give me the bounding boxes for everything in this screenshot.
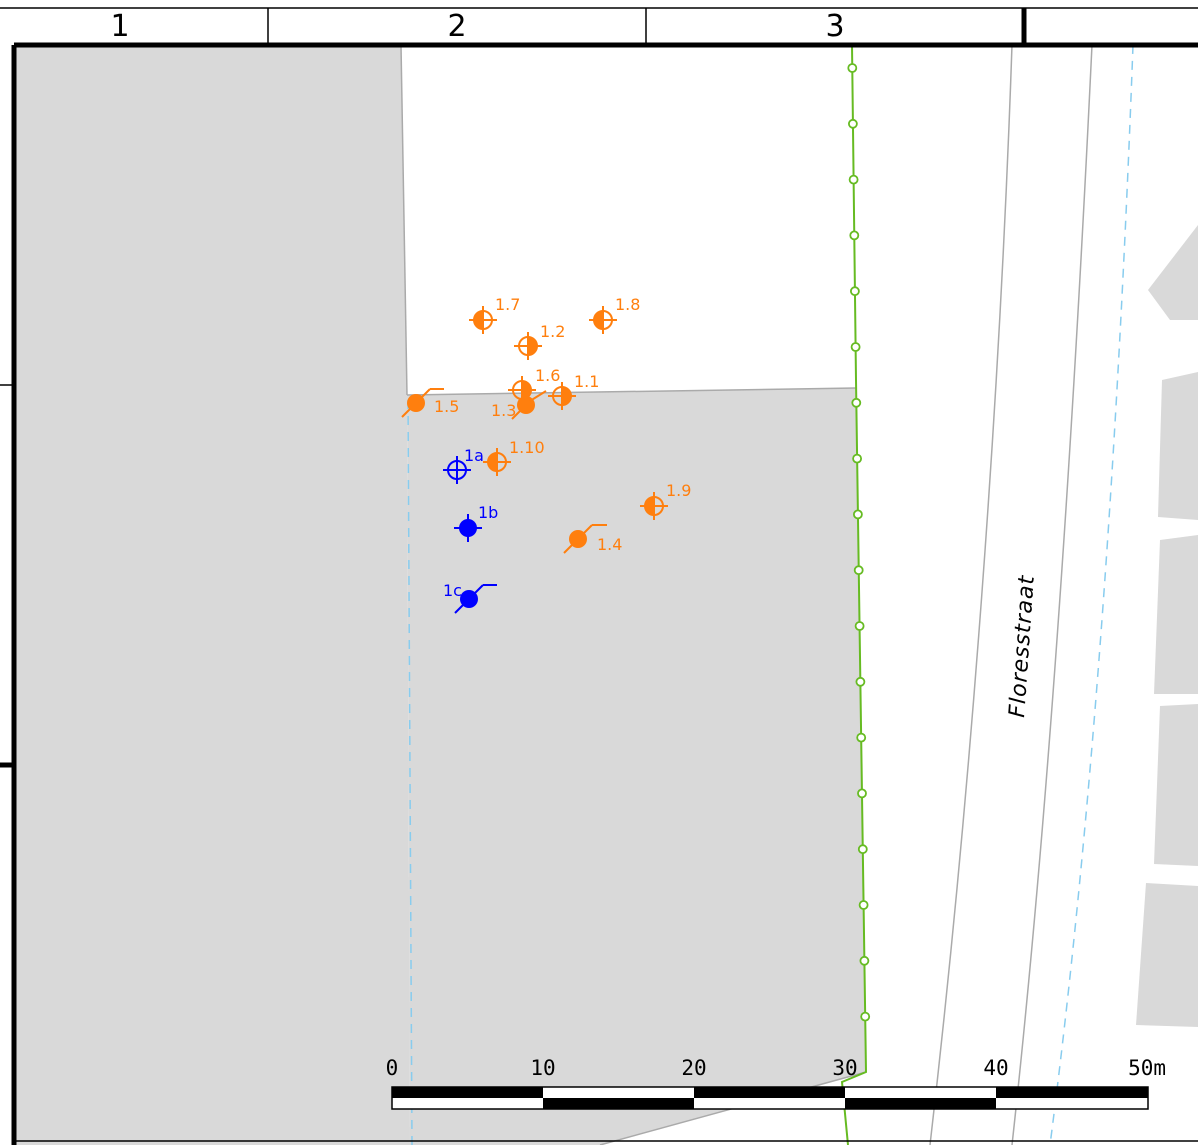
point-label-1.8: 1.8 (615, 295, 640, 314)
buildings (1136, 225, 1198, 1027)
fence-marker (849, 230, 860, 241)
scale-tick-0: 0 (386, 1056, 399, 1080)
point-label-1.10: 1.10 (509, 438, 545, 457)
point-label-1.2: 1.2 (540, 322, 565, 341)
fence-marker (857, 788, 867, 799)
point-1c[interactable]: 1c (443, 581, 497, 614)
grid-column-2: 2 (447, 9, 466, 44)
point-label-1a: 1a (464, 446, 484, 465)
fence-marker (850, 342, 861, 352)
fence-marker (851, 397, 862, 408)
cable-line-right (1049, 44, 1134, 1145)
point-1.10[interactable]: 1.10 (483, 438, 545, 476)
scale-tick-10: 10 (530, 1056, 555, 1080)
point-1.4[interactable]: 1.4 (563, 524, 622, 554)
point-1.9[interactable]: 1.9 (640, 481, 691, 520)
point-1.5[interactable]: 1.5 (401, 388, 459, 418)
parcel-boundary-horizontal (406, 387, 857, 396)
point-label-1.9: 1.9 (666, 481, 691, 500)
point-label-1.4: 1.4 (597, 535, 622, 554)
point-label-1c: 1c (443, 581, 462, 600)
scale-tick-50m: 50m (1128, 1056, 1166, 1080)
fence-marker (852, 453, 862, 464)
point-1.6[interactable]: 1.6 (508, 366, 560, 404)
fence-marker (860, 1011, 871, 1022)
fence-marker (848, 118, 858, 129)
scale-tick-20: 20 (681, 1056, 706, 1080)
fence-marker (847, 63, 858, 73)
fence-marker (848, 174, 859, 185)
point-label-1.7: 1.7 (495, 295, 520, 314)
fence-marker (853, 565, 864, 576)
road-lines (929, 44, 1093, 1145)
fence-marker (850, 286, 860, 297)
fence-marker (855, 676, 866, 687)
point-1.8[interactable]: 1.8 (589, 295, 640, 334)
cable-line-left (407, 399, 413, 1145)
fence-marker (859, 955, 870, 966)
street-label: Floresstraat (1005, 574, 1040, 719)
fence-marker (854, 621, 865, 631)
scale-tick-40: 40 (983, 1056, 1008, 1080)
fence-marker (858, 900, 869, 910)
grid-column-1: 1 (110, 9, 129, 44)
scale-bar: 0 10 20 30 40 50m (386, 1056, 1166, 1110)
scale-tick-30: 30 (832, 1056, 857, 1080)
fence-marker (853, 509, 863, 520)
point-label-1.6: 1.6 (535, 366, 560, 385)
parcel-main (407, 388, 866, 1145)
point-1.3[interactable]: 1.3 (491, 390, 547, 420)
point-label-1.3: 1.3 (491, 401, 516, 420)
fence-marker (856, 732, 867, 743)
grid-column-3: 3 (825, 9, 844, 44)
point-label-1.5: 1.5 (434, 397, 459, 416)
parcel-left (14, 45, 410, 1145)
point-1.2[interactable]: 1.2 (514, 322, 565, 360)
point-1.7[interactable]: 1.7 (469, 295, 520, 334)
point-1b[interactable]: 1b (454, 503, 498, 542)
parcel-boundary-vertical (400, 44, 408, 396)
point-label-1b: 1b (478, 503, 498, 522)
point-1a[interactable]: 1a (443, 446, 484, 484)
point-1.1[interactable]: 1.1 (548, 372, 599, 410)
fence-marker (857, 844, 868, 855)
point-label-1.1: 1.1 (574, 372, 599, 391)
